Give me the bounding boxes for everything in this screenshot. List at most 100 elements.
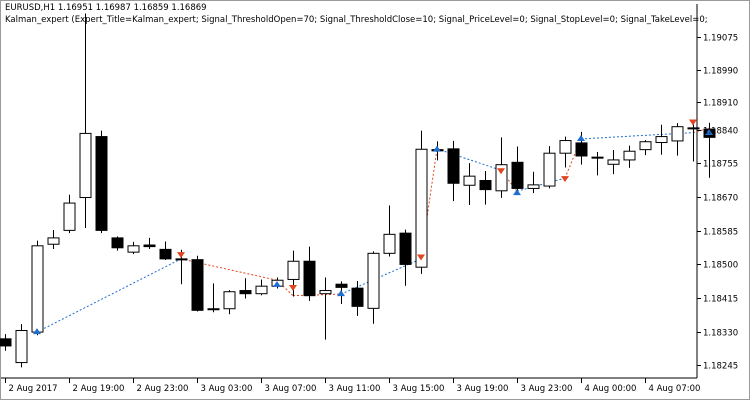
candle-body xyxy=(191,259,204,311)
candle-body xyxy=(687,127,700,130)
expert-params: Kalman_expert (Expert_Title=Kalman_exper… xyxy=(5,15,708,25)
sell-arrow-icon xyxy=(417,254,425,261)
candle-body xyxy=(0,338,12,347)
candle xyxy=(399,229,412,286)
candle xyxy=(639,140,652,156)
y-tick-label: 1.18330 xyxy=(703,329,738,339)
trend-segment xyxy=(516,177,566,192)
candle-body xyxy=(303,260,316,297)
trend-segment xyxy=(436,148,502,171)
candle xyxy=(447,140,460,202)
candle xyxy=(607,150,620,175)
y-tick-label: 1.19075 xyxy=(703,34,738,44)
time-scale[interactable]: 2 Aug 2017 2 Aug 19:00 2 Aug 23:00 3 Aug 03… xyxy=(5,378,701,394)
y-tick-label: 1.18755 xyxy=(703,160,738,170)
candle-body xyxy=(351,287,364,307)
y-tick-label: 1.18415 xyxy=(703,295,738,305)
trend-segment xyxy=(420,148,438,259)
trend-segment xyxy=(292,293,342,297)
y-tick-label: 1.18585 xyxy=(703,228,738,238)
candle xyxy=(143,237,156,249)
candle-body xyxy=(655,136,668,144)
candle-body xyxy=(287,260,300,280)
candle xyxy=(159,241,172,261)
candle xyxy=(671,123,684,156)
candle xyxy=(463,163,476,206)
price-scale[interactable]: 1.19075 1.18990 1.18910 1.18840 1.18755 1.186… xyxy=(697,34,738,372)
candle-body xyxy=(111,237,124,249)
candle xyxy=(367,251,380,324)
x-tick-label: 3 Aug 11:00 xyxy=(329,384,381,394)
y-tick-label: 1.18990 xyxy=(703,67,738,77)
candle-body xyxy=(495,164,508,192)
candle xyxy=(479,171,492,205)
candle xyxy=(303,246,316,301)
candle-body xyxy=(239,290,252,295)
candle xyxy=(383,205,396,257)
candle-body xyxy=(63,202,76,231)
candle-body xyxy=(591,156,604,159)
candle xyxy=(543,146,556,189)
x-tick-label: 3 Aug 07:00 xyxy=(265,384,317,394)
candle-body xyxy=(607,159,620,165)
candle-body xyxy=(335,283,348,288)
candle xyxy=(559,136,572,168)
candle-body xyxy=(479,180,492,191)
candle xyxy=(127,241,140,255)
candle-body xyxy=(207,308,220,311)
signal-arrows xyxy=(33,119,713,335)
x-tick-label: 3 Aug 23:00 xyxy=(521,384,573,394)
candle xyxy=(687,123,700,162)
candle xyxy=(591,152,604,176)
candle-body xyxy=(399,232,412,265)
candle xyxy=(511,146,524,195)
candles xyxy=(0,13,716,368)
candle-body xyxy=(511,161,524,189)
x-tick-label: 3 Aug 19:00 xyxy=(457,384,509,394)
candle xyxy=(0,334,12,351)
sell-arrow-icon xyxy=(497,168,505,175)
candle-body xyxy=(127,245,140,253)
x-tick-label: 3 Aug 03:00 xyxy=(201,384,253,394)
candle-body xyxy=(47,237,60,245)
candle xyxy=(207,283,220,313)
sell-arrow-icon xyxy=(561,176,569,183)
candle-body xyxy=(463,175,476,186)
candle xyxy=(31,240,44,336)
buy-arrow-icon xyxy=(33,328,41,335)
sell-arrow-icon xyxy=(689,119,697,126)
candle-body xyxy=(367,252,380,309)
candle xyxy=(255,279,268,296)
x-tick-label: 2 Aug 19:00 xyxy=(73,384,125,394)
candle xyxy=(95,130,108,234)
candle xyxy=(415,130,428,274)
candle-body xyxy=(223,291,236,310)
y-tick-label: 1.18245 xyxy=(703,362,738,372)
candle xyxy=(623,145,636,168)
x-tick-label: 4 Aug 00:00 xyxy=(585,384,637,394)
trend-segment xyxy=(564,138,582,179)
candle xyxy=(63,194,76,234)
candle-body xyxy=(159,248,172,260)
y-tick-label: 1.18910 xyxy=(703,99,738,109)
buy-arrow-icon xyxy=(577,134,585,141)
candle-body xyxy=(383,233,396,254)
y-tick-label: 1.18500 xyxy=(703,261,738,271)
candle xyxy=(15,324,28,368)
candle xyxy=(351,281,364,316)
buy-arrow-icon xyxy=(705,129,713,136)
candle-body xyxy=(175,258,188,261)
x-tick-label: 4 Aug 07:00 xyxy=(649,384,701,394)
candle-body xyxy=(319,290,332,295)
candle xyxy=(495,137,508,198)
candle-body xyxy=(527,184,540,189)
buy-arrow-icon xyxy=(433,145,441,152)
candle-body xyxy=(639,141,652,151)
y-tick-label: 1.18670 xyxy=(703,194,738,204)
candle xyxy=(111,236,124,251)
candle-body xyxy=(79,132,92,199)
candle-body xyxy=(623,150,636,161)
sell-arrow-icon xyxy=(177,252,185,259)
